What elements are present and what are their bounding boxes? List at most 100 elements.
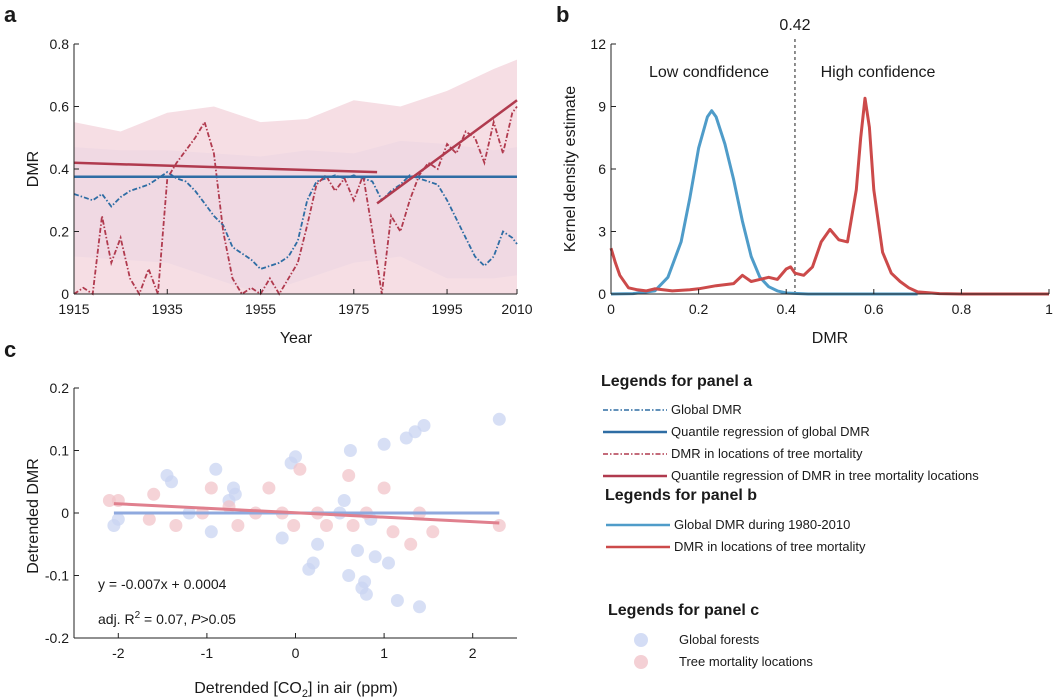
panel-a-y-tick-label: 0.4 — [50, 161, 70, 177]
high-confidence-annotation: High confidence — [821, 64, 936, 81]
global-forest-point — [359, 587, 373, 601]
panel-c-points — [102, 412, 506, 614]
global-forest-point — [165, 475, 178, 489]
panel-a-y-tick-label: 0 — [61, 286, 69, 302]
panel-c-y-tick-label: -0.2 — [45, 630, 69, 646]
global-forest-point — [204, 525, 218, 539]
panel-letter-b: b — [556, 2, 569, 27]
global-forest-point — [382, 556, 395, 570]
tree-mortality-point — [377, 481, 391, 495]
mortality-dmr-line — [73, 105, 518, 297]
tree-mortality-point — [404, 537, 418, 551]
legend-a-item-label: DMR in locations of tree mortality — [671, 446, 863, 461]
tree-mortality-point — [287, 519, 301, 532]
panel-c-plot: -2 -1 0 1 2 -0.2 -0.1 0 0.1 0.2 Detrended [CO2] i… — [25, 380, 517, 697]
mortality-fit-line — [113, 502, 500, 525]
legend-area: Legends for panel a Global DMR Quantile r… — [601, 373, 979, 669]
global-forest-point — [492, 412, 506, 426]
global-forest-point — [390, 594, 404, 607]
legend-c-title: Legends for panel c — [608, 602, 759, 619]
legend-a-item-label: Quantile regression of DMR in tree morta… — [671, 468, 979, 483]
panel-c-x-tick-label: -1 — [201, 645, 214, 661]
mortality-quantile-regression-pre1980 — [73, 161, 378, 174]
global-forest-point — [337, 494, 351, 507]
panel-a-x-tick-label: 1935 — [152, 301, 183, 317]
panel-b-y-tick-label: 9 — [598, 99, 606, 115]
legend-c-item-label: Tree mortality locations — [679, 654, 813, 669]
panel-b-y-tick-label: 6 — [598, 161, 606, 177]
panel-c-y-tick-label: -0.1 — [45, 568, 69, 584]
panel-b-plot: 0 0.2 0.4 0.6 0.8 1 0 3 6 9 12 DMR Kernel density … — [562, 17, 1053, 347]
panel-b-axes: 0 0.2 0.4 0.6 0.8 1 0 3 6 9 12 — [590, 36, 1053, 317]
tree-mortality-point — [492, 519, 506, 532]
regression-stats: adj. R2 = 0.07, P>0.05 — [98, 610, 236, 627]
tree-mortality-point — [342, 469, 356, 482]
panel-c-axes: -2 -1 0 1 2 -0.2 -0.1 0 0.1 0.2 — [45, 380, 517, 661]
legend-a-title: Legends for panel a — [601, 373, 752, 390]
panel-a-ylabel: DMR — [25, 151, 42, 187]
panel-c-x-tick-label: 2 — [469, 645, 477, 661]
legend-b-item-label: Global DMR during 1980-2010 — [674, 517, 850, 532]
panel-c-x-tick-label: 0 — [292, 645, 300, 661]
global-forest-point — [275, 531, 289, 545]
tree-mortality-point — [293, 462, 307, 476]
panel-a-plot: 1915 1935 1955 1975 1995 2010 0 0.2 0.4 0.6 0.8 Ye… — [25, 36, 533, 347]
tree-mortality-point — [346, 519, 360, 532]
panel-letter-a: a — [4, 2, 17, 27]
global-forest-point — [377, 437, 391, 451]
global-forest-point — [417, 419, 431, 432]
legend-c-item-marker — [634, 633, 648, 647]
panel-b-ylabel: Kernel density estimate — [562, 86, 579, 252]
global-forest-point — [228, 487, 242, 501]
threshold-label: 0.42 — [779, 17, 810, 34]
mortality-quantile-regression-post1980 — [376, 99, 518, 205]
tree-mortality-point — [320, 519, 333, 532]
panel-a-x-tick-label: 1955 — [245, 301, 276, 317]
global-forest-point — [311, 537, 325, 551]
panel-b-y-tick-label: 12 — [590, 36, 606, 52]
panel-b-x-tick-label: 0.6 — [864, 301, 884, 317]
tree-mortality-point — [169, 519, 183, 532]
panel-c-y-tick-label: 0.2 — [50, 380, 70, 396]
panel-b-x-tick-label: 0.4 — [776, 301, 796, 317]
mortality-kde-curve — [609, 96, 1049, 296]
tree-mortality-point — [386, 525, 400, 539]
tree-mortality-point — [262, 481, 276, 495]
panel-a-x-tick-label: 1995 — [431, 301, 462, 317]
global-forest-point — [289, 450, 302, 464]
panel-a-x-tick-label: 1915 — [58, 301, 89, 317]
panel-c-x-tick-label: 1 — [380, 645, 388, 661]
global-forest-point — [351, 544, 364, 557]
panel-letter-c: c — [4, 337, 16, 362]
global-forest-point — [413, 600, 426, 614]
global-forest-point — [209, 462, 223, 476]
low-confidence-annotation: Low condfidence — [649, 64, 769, 81]
panel-a-xlabel: Year — [280, 330, 313, 347]
panel-a-x-tick-label: 2010 — [501, 301, 532, 317]
panel-b-y-tick-label: 0 — [598, 286, 606, 302]
tree-mortality-point — [102, 494, 116, 507]
panel-b-x-tick-label: 1 — [1045, 301, 1053, 317]
panel-a-y-tick-label: 0.8 — [50, 36, 70, 52]
global-forest-point — [111, 512, 125, 526]
panel-b-xlabel: DMR — [812, 330, 848, 347]
panel-a-x-tick-label: 1975 — [338, 301, 369, 317]
panel-a-lines — [73, 99, 518, 297]
panel-a-y-tick-label: 0.2 — [50, 224, 70, 240]
panel-b-x-tick-label: 0.8 — [952, 301, 972, 317]
panel-c-fit-lines — [113, 502, 500, 525]
global-forest-point — [358, 575, 372, 589]
panel-c-y-tick-label: 0.1 — [50, 443, 70, 459]
panel-a-y-tick-label: 0.6 — [50, 99, 70, 115]
legend-c-item-marker — [634, 655, 648, 669]
tree-mortality-point — [222, 500, 236, 514]
global-forest-point — [306, 556, 320, 570]
panel-b-x-tick-label: 0 — [607, 301, 615, 317]
panel-b-x-tick-label: 0.2 — [689, 301, 709, 317]
global-forest-point — [343, 444, 357, 457]
legend-b-item-label: DMR in locations of tree mortality — [674, 539, 866, 554]
panel-c-y-tick-label: 0 — [61, 505, 69, 521]
legend-a-item-label: Global DMR — [671, 402, 742, 417]
tree-mortality-point — [142, 512, 156, 526]
